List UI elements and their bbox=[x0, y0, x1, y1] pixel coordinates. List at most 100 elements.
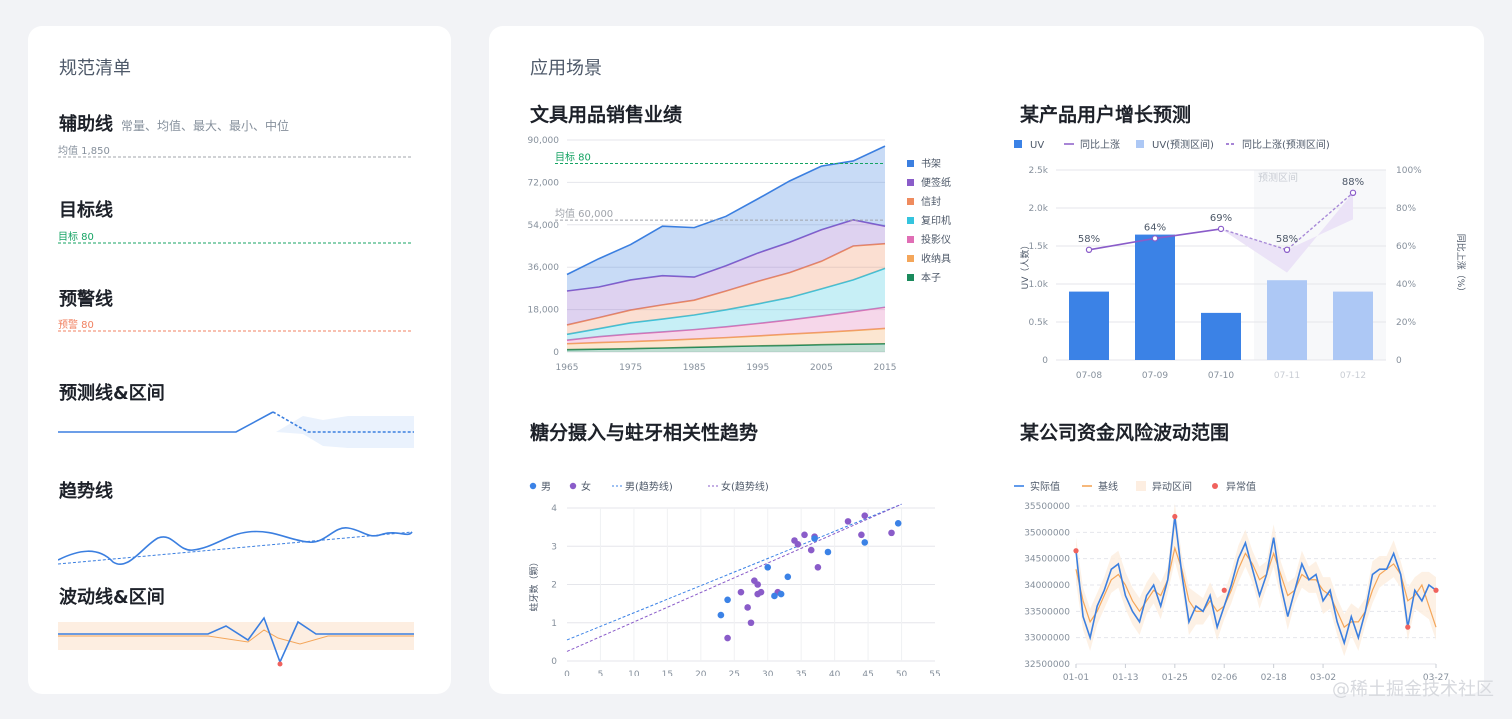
trend-actual-line bbox=[58, 527, 413, 565]
chart2-legend-label: UV bbox=[1030, 140, 1044, 151]
chart1-legend-swatch bbox=[907, 160, 914, 167]
chart3-point-female bbox=[744, 604, 751, 611]
chart2-growth-point bbox=[1085, 246, 1093, 254]
chart2-y-right-tick: 20% bbox=[1396, 318, 1416, 328]
chart2-legend-swatch bbox=[1136, 140, 1144, 148]
item-aux-line-subtitle: 常量、均值、最大、最小、中位 bbox=[121, 119, 290, 133]
chart2-legend-label: UV(预测区间) bbox=[1152, 138, 1214, 151]
chart2-y-right-tick: 0 bbox=[1396, 356, 1402, 366]
chart3-point-female bbox=[794, 541, 802, 548]
chart1-legend-label: 信封 bbox=[921, 195, 941, 208]
chart1-legend-swatch bbox=[907, 217, 914, 224]
chart3-point-male bbox=[724, 596, 731, 604]
chart3-point-male bbox=[861, 539, 869, 546]
chart1-area-4 bbox=[567, 243, 885, 335]
chart1-line-6 bbox=[566, 145, 886, 276]
chart3-trend-male bbox=[566, 503, 902, 641]
chart3-y-tick: 0 bbox=[551, 657, 557, 667]
chart2-y-label: UV（人数） bbox=[1019, 241, 1031, 290]
chart1-legend-label: 本子 bbox=[921, 271, 941, 284]
chart2-y-tick: 0 bbox=[1042, 356, 1048, 366]
forecast-line-actual bbox=[58, 411, 274, 433]
chart3-y-tick: 2 bbox=[551, 581, 557, 591]
chart1-line-3 bbox=[566, 267, 886, 336]
chart1-x-tick: 1985 bbox=[683, 363, 706, 373]
chart2-forecast-label: 预测区间 bbox=[1258, 171, 1298, 184]
chart3-point-female bbox=[737, 588, 745, 596]
item-trend-line-title: 趋势线 bbox=[59, 481, 113, 502]
chart3-y-tick: 3 bbox=[551, 542, 557, 552]
chart2-y-tick: 2.0k bbox=[1028, 204, 1048, 214]
chart2-bar-0 bbox=[1069, 291, 1109, 360]
chart2-legend-label: 同比上涨(预测区间) bbox=[1242, 138, 1330, 151]
chart2-bar-2 bbox=[1201, 312, 1241, 360]
chart4-baseline bbox=[1075, 545, 1437, 629]
chart4-actual bbox=[1075, 516, 1437, 646]
chart3-x-tick: 20 bbox=[695, 670, 707, 676]
chart2-x-tick: 07-10 bbox=[1208, 371, 1234, 381]
chart4-x-tick: 03-27 bbox=[1423, 673, 1449, 683]
chart1-line-1 bbox=[566, 327, 886, 345]
chart3-title: 糖分摄入与蛀牙相关性趋势 bbox=[530, 422, 759, 444]
item-fluctuation-line-title: 波动线&区间 bbox=[59, 587, 165, 608]
chart3-point-male bbox=[894, 520, 902, 527]
chart1-x-tick: 1975 bbox=[619, 363, 642, 373]
chart2-growth-line-forecast bbox=[1220, 192, 1354, 251]
chart3-x-tick: 55 bbox=[929, 670, 940, 676]
chart2-bar-4 bbox=[1333, 291, 1373, 360]
chart1-ref-label-1: 均值 60,000 bbox=[555, 207, 613, 220]
chart1-x-tick: 2015 bbox=[874, 363, 897, 373]
target-line-demo: 目标 80 bbox=[58, 231, 412, 244]
chart3-point-female bbox=[754, 581, 761, 588]
chart2-y-right-tick: 40% bbox=[1396, 280, 1416, 290]
chart1-legend-label: 书架 bbox=[921, 158, 941, 170]
item-aux-line-name: 辅助线 bbox=[59, 114, 113, 135]
chart2-y-tick: 1.5k bbox=[1028, 242, 1048, 252]
fluctuation-range-chart: 实际值 基线 异动区间 异常值 32500000 33000000 33500000 3400… bbox=[1014, 480, 1449, 683]
chart2-x-tick: 07-09 bbox=[1142, 371, 1168, 381]
chart1-legend-label: 复印机 bbox=[921, 214, 951, 227]
chart2-legend-label: 同比上涨 bbox=[1080, 139, 1120, 151]
trend-line bbox=[58, 531, 413, 565]
chart3-point-female bbox=[814, 563, 822, 571]
chart3-point-male bbox=[824, 548, 832, 556]
chart4-y-tick: 33000000 bbox=[1024, 634, 1070, 644]
chart4-legend-label: 基线 bbox=[1098, 480, 1118, 493]
chart2-y-tick: 2.5k bbox=[1028, 166, 1048, 176]
chart1-line-2 bbox=[566, 306, 886, 342]
chart2-growth-point bbox=[1349, 189, 1357, 197]
chart2-growth-point bbox=[1217, 225, 1225, 233]
chart3-point-female bbox=[844, 518, 852, 525]
chart4-x-tick: 01-13 bbox=[1112, 673, 1138, 683]
chart3-y-tick: 4 bbox=[551, 504, 557, 514]
warning-line-demo: 预警 80 bbox=[58, 318, 412, 332]
chart2-x-tick: 07-11 bbox=[1274, 371, 1300, 381]
chart2-growth-label: 64% bbox=[1144, 222, 1166, 233]
chart3-point-male bbox=[811, 535, 818, 542]
chart3-x-tick: 30 bbox=[762, 670, 774, 676]
chart1-ref-label-0: 目标 80 bbox=[555, 152, 591, 164]
fluctuation-actual bbox=[58, 616, 414, 665]
chart1-y-tick: 90,000 bbox=[528, 136, 560, 146]
chart3-point-female bbox=[724, 634, 731, 642]
chart1-title: 文具用品销售业绩 bbox=[530, 104, 683, 126]
chart3-x-tick: 10 bbox=[628, 670, 640, 676]
chart2-growth-point bbox=[1151, 235, 1159, 242]
chart2-growth-label: 58% bbox=[1276, 234, 1298, 245]
chart1-legend-label: 收纳具 bbox=[921, 252, 951, 265]
chart3-trend-female bbox=[566, 503, 902, 652]
chart3-x-tick: 25 bbox=[729, 670, 740, 676]
chart3-point-female bbox=[757, 588, 765, 596]
chart4-anomaly-point bbox=[1221, 587, 1227, 593]
chart1-x-tick: 1995 bbox=[746, 363, 769, 373]
right-panel: 应用场景 文具用品销售业绩 0 18,000 36,000 54,000 72,000 9… bbox=[489, 26, 1484, 694]
chart1-line-0 bbox=[566, 342, 886, 351]
chart1-y-tick: 36,000 bbox=[528, 263, 560, 273]
warning-line-label: 预警 80 bbox=[58, 318, 94, 331]
chart3-point-female bbox=[807, 546, 815, 554]
chart3-legend-swatch bbox=[569, 482, 577, 490]
item-aux-line-title: 辅助线 常量、均值、最大、最小、中位 bbox=[59, 110, 289, 136]
trend-line-demo bbox=[58, 527, 413, 565]
chart3-x-tick: 15 bbox=[662, 670, 673, 676]
chart4-anomaly-point bbox=[1172, 513, 1178, 520]
